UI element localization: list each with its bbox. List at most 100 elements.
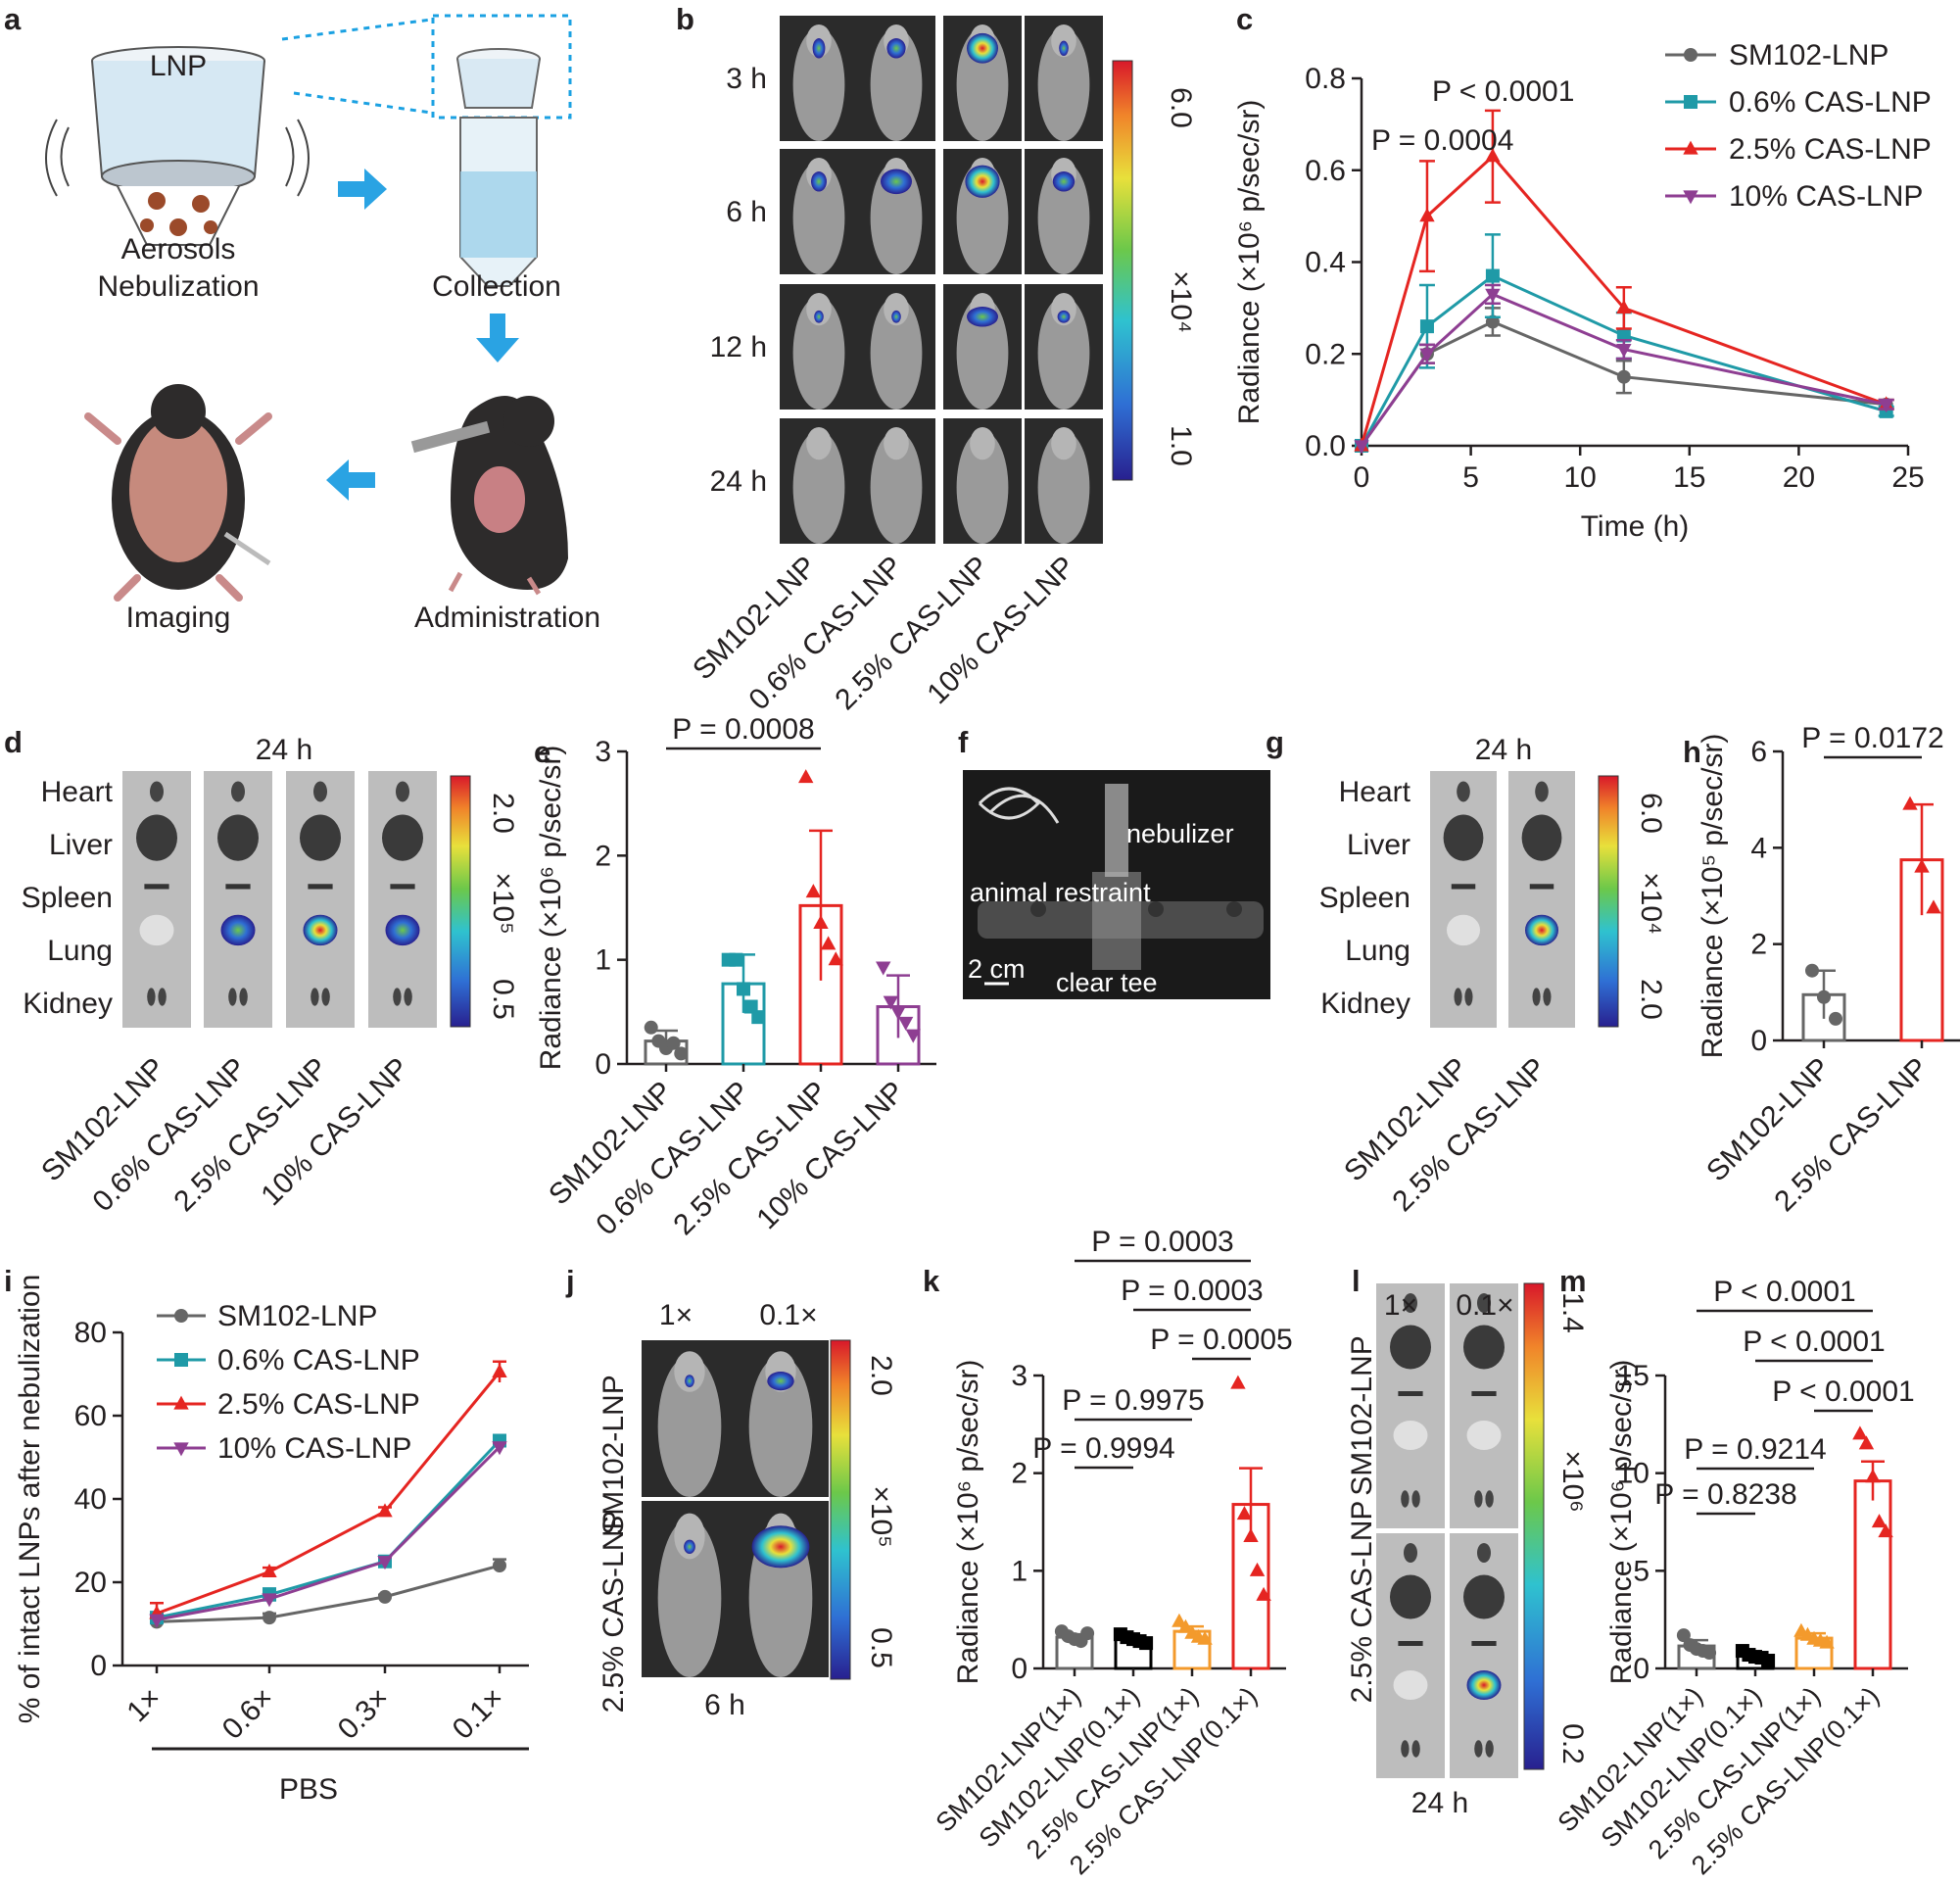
spleen-organ [1471,1391,1497,1396]
mouse-head [884,426,909,460]
data-point [1236,1506,1253,1521]
series-line-1 [156,1439,502,1619]
data-point [1616,343,1632,358]
y-tick-label: 20 [74,1567,107,1599]
y-tick-label: 0 [1011,1653,1028,1685]
panel-label-j: j [565,1264,575,1298]
legend-marker [174,1353,188,1367]
data-point [905,1029,921,1043]
legend-label: 10% CAS-LNP [217,1432,411,1465]
panel-l-organ-grid [1376,1283,1518,1778]
legend-label: SM102-LNP [1729,39,1888,72]
p-value-annotation: P = 0.0003 [1091,1226,1233,1258]
x-tick-label: 10 [1564,461,1597,494]
colorbar-min-label: 2.0 [1635,979,1667,1020]
mouse-silhouette [870,296,923,410]
signal-spot [965,165,1000,198]
signal-spot [684,1539,695,1555]
y-tick-label: 0.4 [1305,247,1346,279]
x-tick-label: 0.6× [216,1682,280,1746]
legend-label: 0.6% CAS-LNP [217,1344,420,1376]
colorbar-max-label: 2.0 [487,793,519,834]
colorbar-unit-label: ×10⁶ [1556,1450,1589,1512]
panel-label-c: c [1236,2,1253,36]
kidney-organ [321,988,330,1006]
data-point [729,952,743,967]
step-collection-label: Collection [432,270,561,303]
arrow-down-icon [476,314,519,362]
kidney-organ [147,988,156,1006]
mouse-head [1051,292,1076,326]
data-point [674,1046,689,1061]
mouse-silhouette [792,296,845,410]
y-tick-label: 0 [1633,1653,1649,1685]
legend-marker [1684,95,1697,109]
data-point [1616,299,1632,314]
signal-spot [751,1525,810,1569]
legend-label: 10% CAS-LNP [1729,180,1923,213]
heart-organ [1477,1293,1491,1313]
y-tick-label: 80 [74,1317,107,1349]
y-tick-label: 0.6 [1305,155,1346,187]
kidney-organ [404,988,412,1006]
data-point [1485,148,1501,163]
mouse-silhouette [956,296,1009,410]
y-tick-label: 0 [595,1048,611,1081]
panel-j-imaging-grid [642,1340,829,1677]
organ-label: Kidney [23,988,113,1020]
data-point [493,1559,506,1572]
heart-organ [313,781,327,802]
lung-organ [139,914,174,946]
data-point [1914,858,1930,873]
y-tick-label: 4 [1750,832,1767,864]
y-axis-label: Radiance (×10⁶ p/sec/sr) [952,1360,984,1685]
y-axis-label: % of intact LNPs after nebulization [14,1275,46,1724]
column-label: 10% CAS-LNP [255,1052,415,1213]
panel-j-row-label: SM102-LNP [598,1375,630,1534]
data-point [876,961,891,976]
panel-label-i: i [4,1264,13,1298]
spleen-organ [144,884,169,890]
data-point [1419,208,1435,222]
legend-label: 0.6% CAS-LNP [1729,86,1932,119]
x-tick-label: 15 [1673,461,1705,494]
panel-label-f: f [958,725,969,759]
organ-tile [1450,1283,1518,1528]
tubing-icon [978,787,1060,824]
organ-tile [1450,1533,1518,1778]
step-administration-label: Administration [414,602,600,634]
panel-l-row-label: SM102-LNP [1346,1335,1378,1495]
lung-organ [385,914,420,946]
signal-spot [886,38,906,59]
panel-d-time-label: 24 h [256,734,312,766]
data-point [1177,1618,1194,1633]
y-tick-label: 0.2 [1305,338,1346,370]
data-point [890,1006,906,1021]
kidney-organ [158,988,167,1006]
spleen-organ [1529,884,1554,890]
column-label: 2.5% CAS-LNP [829,551,995,717]
y-axis-label: Radiance (×10⁶ p/sec/sr) [1605,1360,1638,1685]
y-tick-label: 40 [74,1483,107,1516]
kidney-organ [1401,1490,1410,1508]
liver-organ [1390,1325,1431,1370]
lnp-label: LNP [150,50,207,82]
liver-organ [1521,814,1562,861]
heatmap-colorbar [450,775,471,1028]
colorbar-min-label: 0.2 [1556,1723,1589,1764]
mouse-silhouette [1037,296,1090,410]
legend-label: SM102-LNP [217,1300,377,1332]
data-point [1878,399,1894,413]
heatmap-colorbar [1523,1282,1545,1770]
y-axis-label: Radiance (×10⁶ p/sec/sr) [1233,100,1266,425]
zoom-guide-line [293,91,432,115]
panel-label-l: l [1352,1264,1361,1298]
heart-organ [231,781,245,802]
signal-spot [967,307,998,327]
lung-organ [1393,1670,1428,1700]
signal-spot [685,1375,694,1387]
